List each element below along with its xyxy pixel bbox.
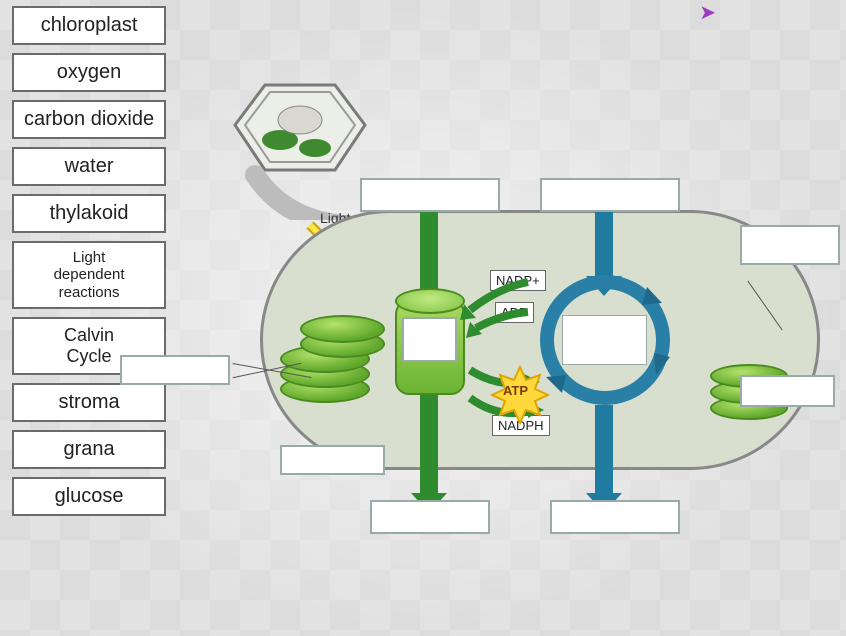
arrow-glucose-out <box>595 405 613 495</box>
dropzone-input-right[interactable] <box>540 178 680 212</box>
term-stroma[interactable]: stroma <box>12 383 166 422</box>
dropzone-input-left[interactable] <box>360 178 500 212</box>
term-glucose[interactable]: glucose <box>12 477 166 516</box>
term-carbon-dioxide[interactable]: carbon dioxide <box>12 100 166 139</box>
arrow-oxygen-out <box>420 390 438 495</box>
label-atp: ATP <box>503 383 528 398</box>
ring-arrows-icon <box>532 267 678 413</box>
term-water[interactable]: water <box>12 147 166 186</box>
term-light-dependent-reactions[interactable]: Light dependent reactions <box>12 241 166 309</box>
dropzone-output-right[interactable] <box>550 500 680 534</box>
grana-stack-left <box>280 315 375 425</box>
dropzone-output-left[interactable] <box>370 500 490 534</box>
dropzone-right-upper[interactable] <box>740 225 840 265</box>
cursor-icon: ➤ <box>699 0 716 25</box>
dropzone-right-lower[interactable] <box>740 375 835 407</box>
light-reaction-block-top <box>395 288 465 314</box>
dropzone-light-reactions[interactable] <box>402 317 457 362</box>
term-grana[interactable]: grana <box>12 430 166 469</box>
dropzone-stroma-label[interactable] <box>280 445 385 475</box>
word-bank: chloroplast oxygen carbon dioxide water … <box>12 6 166 516</box>
term-thylakoid[interactable]: thylakoid <box>12 194 166 233</box>
term-oxygen[interactable]: oxygen <box>12 53 166 92</box>
dropzone-grana-label[interactable] <box>120 355 230 385</box>
term-chloroplast[interactable]: chloroplast <box>12 6 166 45</box>
diagram-area: Light <box>180 70 840 590</box>
plant-cell-icon <box>225 70 375 220</box>
